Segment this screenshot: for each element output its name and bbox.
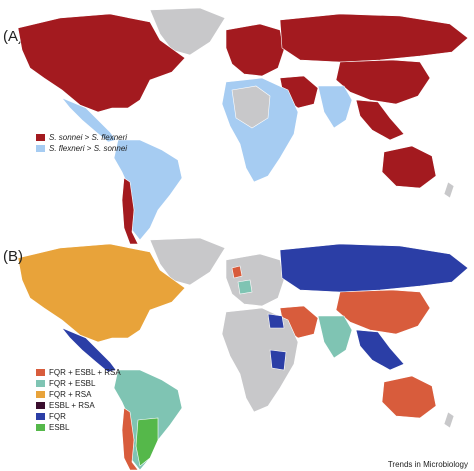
legend-b-item: ESBL + RSA: [36, 400, 121, 411]
legend-b-item: FQR + RSA: [36, 389, 121, 400]
legend-swatch: [36, 380, 45, 387]
country-mexico: [61, 97, 117, 143]
legend-label: S. sonnei: [93, 144, 128, 153]
legend-b: FQR + ESBL + RSA FQR + ESBL FQR + RSA ES…: [36, 367, 121, 433]
country-europe-b: [225, 253, 285, 307]
legend-b-item: ESBL: [36, 422, 121, 433]
legend-label: FQR + ESBL: [49, 379, 96, 388]
country-europe: [225, 23, 285, 77]
country-east-africa-b: [269, 349, 287, 371]
country-south-america: [113, 139, 183, 241]
country-chile-b: [121, 407, 139, 471]
legend-label: FQR + ESBL + RSA: [49, 368, 121, 377]
legend-b-item: FQR + ESBL + RSA: [36, 367, 121, 378]
country-greenland: [149, 7, 226, 56]
legend-label: ESBL + RSA: [49, 401, 95, 410]
legend-a: S. sonnei > S. flexneri S. flexneri > S.…: [36, 132, 127, 154]
country-chile: [121, 177, 139, 245]
country-india: [317, 85, 353, 129]
country-australia-b: [381, 375, 437, 419]
legend-swatch: [36, 145, 45, 152]
legend-a-item: S. sonnei > S. flexneri: [36, 132, 127, 143]
country-egypt-b: [267, 313, 285, 329]
legend-label: FQR: [49, 412, 66, 421]
map-b: [17, 237, 469, 471]
legend-swatch: [36, 391, 45, 398]
legend-sep: >: [84, 144, 94, 153]
country-russia: [279, 13, 469, 63]
legend-label: S. sonnei: [49, 133, 83, 142]
legend-swatch: [36, 413, 45, 420]
legend-label: S. flexneri: [91, 133, 128, 142]
country-se-asia-b: [355, 329, 405, 371]
panel-a-label: (A): [3, 28, 23, 45]
legend-a-item: S. flexneri > S. sonnei: [36, 143, 127, 154]
country-se-asia: [355, 99, 405, 141]
country-new-zealand-b: [443, 411, 455, 429]
country-australia: [381, 145, 437, 189]
country-new-zealand: [443, 181, 455, 199]
legend-swatch: [36, 134, 45, 141]
country-canada-usa-b: [17, 243, 186, 343]
panel-b-label: (B): [3, 248, 23, 265]
country-india-b: [317, 315, 353, 359]
country-africa-b: [221, 307, 299, 413]
country-france-b: [237, 279, 253, 295]
legend-swatch: [36, 369, 45, 376]
country-greenland-b: [149, 237, 226, 286]
country-uk-b: [231, 265, 243, 279]
country-russia-b: [279, 243, 469, 293]
legend-label: FQR + RSA: [49, 390, 92, 399]
country-canada-usa: [17, 13, 186, 113]
legend-label: ESBL: [49, 423, 70, 432]
country-africa-nodata: [231, 85, 271, 129]
journal-credit: Trends in Microbiology: [387, 460, 468, 469]
country-mexico-b: [61, 327, 117, 373]
legend-swatch: [36, 402, 45, 409]
legend-swatch: [36, 424, 45, 431]
legend-label: S. flexneri: [49, 144, 85, 153]
map-a: [17, 7, 469, 245]
country-argentina-b: [135, 417, 159, 467]
legend-sep: >: [82, 133, 92, 142]
legend-b-item: FQR + ESBL: [36, 378, 121, 389]
legend-b-item: FQR: [36, 411, 121, 422]
